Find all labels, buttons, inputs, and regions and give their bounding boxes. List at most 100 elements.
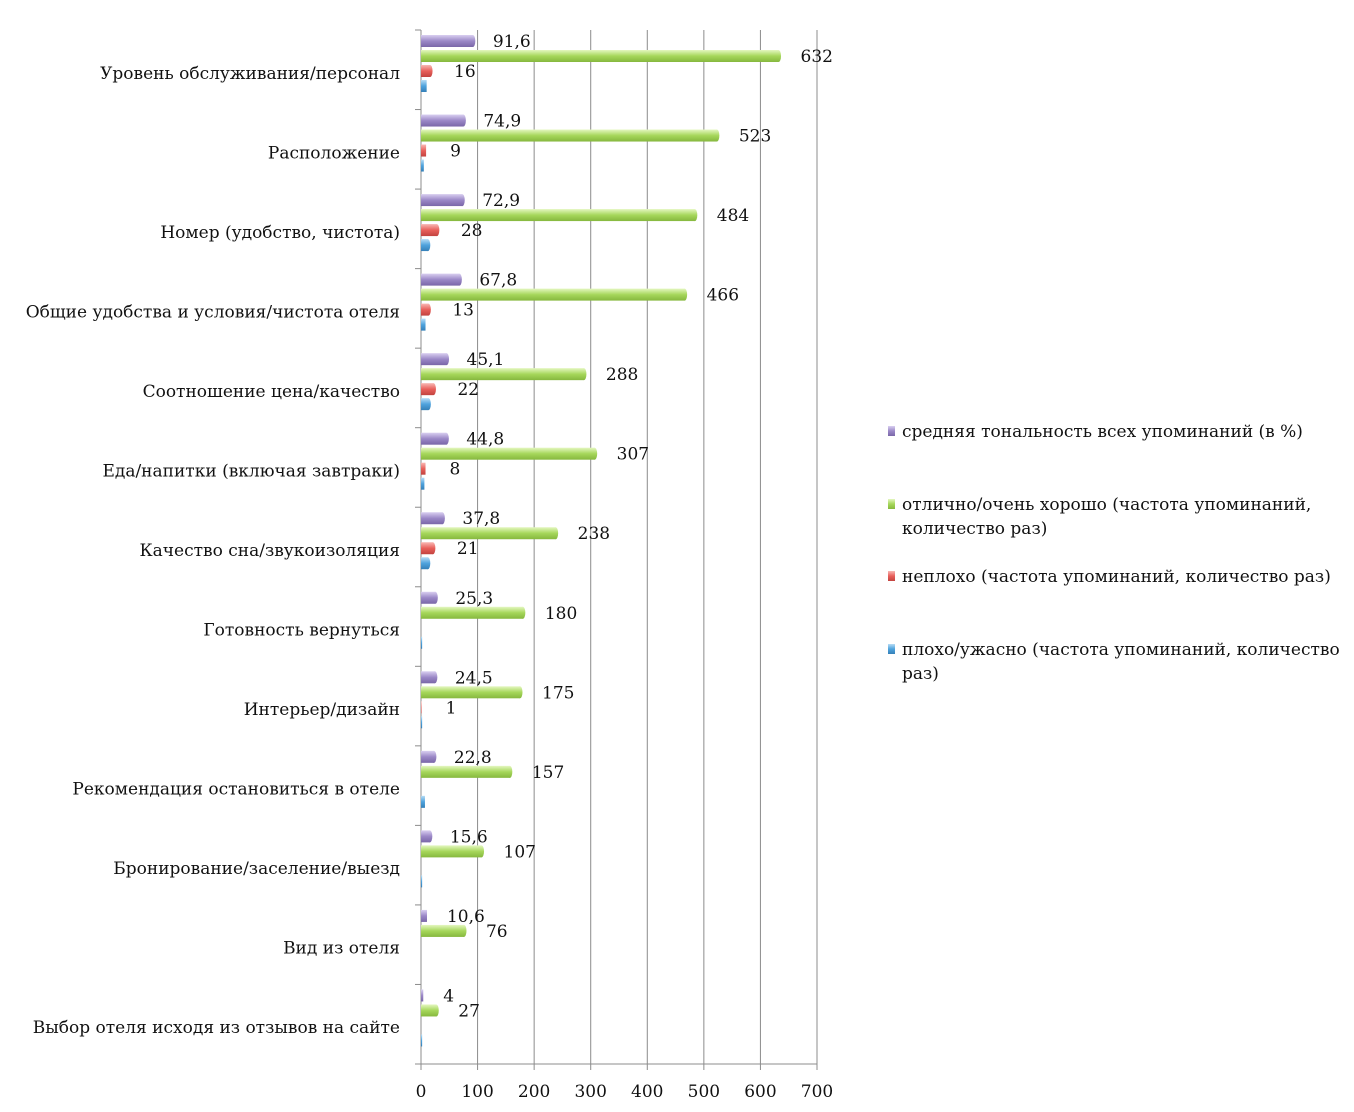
category-label: Качество сна/звукоизоляция bbox=[140, 541, 401, 561]
bar-series-2 bbox=[421, 686, 520, 699]
legend-label: средняя тональность всех упоминаний (в %… bbox=[902, 422, 1303, 442]
bar-cap bbox=[439, 512, 445, 525]
data-label: 45,1 bbox=[467, 350, 505, 370]
category-label: Вид из отеля bbox=[283, 939, 400, 959]
bar-series-4 bbox=[421, 875, 423, 888]
x-tick-label: 100 bbox=[461, 1082, 493, 1102]
bar-series-3 bbox=[421, 65, 431, 77]
bar-cap bbox=[430, 542, 436, 555]
category-labels: Уровень обслуживания/персонал Расположени… bbox=[26, 64, 400, 1038]
category-label: Готовность вернуться bbox=[203, 621, 400, 641]
bar-cap bbox=[432, 671, 438, 684]
bar-series-1 bbox=[421, 35, 473, 47]
bar-series-2 bbox=[421, 129, 717, 142]
bar-cap bbox=[430, 383, 436, 396]
bar-series-3 bbox=[421, 701, 422, 714]
bar-cap bbox=[434, 224, 440, 237]
data-label: 10,6 bbox=[447, 907, 485, 927]
bar-series-2 bbox=[421, 527, 556, 540]
bar-cap bbox=[776, 50, 782, 62]
bar-cap bbox=[461, 924, 467, 937]
bar-series-4 bbox=[421, 1034, 423, 1047]
data-label: 180 bbox=[545, 604, 577, 624]
bar-cap bbox=[433, 1004, 439, 1017]
data-label: 107 bbox=[504, 842, 536, 862]
bar-series-4 bbox=[421, 636, 423, 649]
bar-cap bbox=[714, 129, 720, 142]
bar-series-2 bbox=[421, 447, 595, 460]
bar-series-3 bbox=[421, 144, 427, 157]
bar-series-4 bbox=[421, 716, 423, 729]
bar-series-1 bbox=[421, 432, 447, 445]
bar-cap bbox=[427, 830, 433, 843]
data-label: 238 bbox=[578, 524, 610, 544]
data-label: 175 bbox=[542, 683, 574, 703]
bar-series-2 bbox=[421, 50, 779, 62]
data-label: 632 bbox=[801, 47, 833, 67]
x-tick-label: 0 bbox=[416, 1082, 427, 1102]
bar-series-1 bbox=[421, 353, 447, 366]
data-label: 21 bbox=[457, 539, 479, 559]
bar-series-1 bbox=[421, 591, 436, 604]
bar-series-1 bbox=[421, 909, 427, 922]
data-label: 28 bbox=[461, 221, 483, 241]
category-label: Номер (удобство, чистота) bbox=[160, 223, 400, 243]
bar-series-3 bbox=[421, 542, 433, 555]
data-label: 37,8 bbox=[462, 509, 500, 529]
legend-label: плохо/ужасно (частота упоминаний, количе… bbox=[902, 640, 1340, 684]
data-label: 67,8 bbox=[479, 271, 517, 291]
category-label: Уровень обслуживания/персонал bbox=[100, 64, 400, 84]
bar-cap bbox=[517, 686, 523, 699]
bar-series-4 bbox=[421, 398, 429, 411]
category-label: Соотношение цена/качество bbox=[143, 382, 400, 402]
data-label: 44,8 bbox=[466, 430, 504, 450]
bar-cap bbox=[470, 35, 476, 47]
data-label: 72,9 bbox=[482, 191, 520, 211]
category-label: Общие удобства и условия/чистота отеля bbox=[26, 302, 400, 322]
bar-series-4 bbox=[421, 80, 427, 92]
bar-series-2 bbox=[421, 924, 464, 937]
data-label: 4 bbox=[443, 986, 454, 1006]
data-label: 15,6 bbox=[450, 827, 488, 847]
legend-swatch bbox=[888, 499, 895, 509]
data-label: 466 bbox=[707, 286, 739, 306]
bar-cap bbox=[581, 368, 587, 381]
bar-series-3 bbox=[421, 224, 437, 237]
bar-cap bbox=[432, 591, 438, 604]
data-label: 27 bbox=[458, 1001, 480, 1021]
data-label: 74,9 bbox=[483, 112, 521, 132]
bar-cap bbox=[431, 750, 437, 763]
legend: средняя тональность всех упоминаний (в %… bbox=[888, 422, 1340, 684]
bar-series-3 bbox=[421, 303, 429, 316]
data-label: 13 bbox=[452, 301, 474, 321]
bar-cap bbox=[425, 557, 431, 570]
category-label: Рекомендация остановиться в отеле bbox=[72, 780, 400, 800]
bar-cap bbox=[460, 114, 466, 127]
category-label: Выбор отеля исходя из отзывов на сайте bbox=[33, 1018, 400, 1038]
bar-series-2 bbox=[421, 1004, 437, 1017]
bar-series-1 bbox=[421, 989, 424, 1002]
bar-cap bbox=[507, 765, 513, 778]
x-tick-label: 500 bbox=[688, 1082, 720, 1102]
data-label: 8 bbox=[450, 460, 461, 480]
legend-label: неплохо (частота упоминаний, количество … bbox=[902, 567, 1331, 587]
bar-series-1 bbox=[421, 750, 434, 763]
x-tick-label: 200 bbox=[518, 1082, 550, 1102]
bar-cap bbox=[443, 432, 449, 445]
x-tick-labels: 0 100 200 300 400 500 600 700 bbox=[416, 1082, 834, 1102]
legend-label: отлично/очень хорошо (частота упоминаний… bbox=[902, 495, 1311, 539]
data-label: 25,3 bbox=[455, 589, 493, 609]
data-label: 24,5 bbox=[455, 668, 493, 688]
category-label: Бронирование/заселение/выезд bbox=[113, 859, 400, 879]
data-label: 307 bbox=[617, 445, 649, 465]
bar-series-2 bbox=[421, 765, 510, 778]
bar-cap bbox=[592, 447, 598, 460]
bar-series-4 bbox=[421, 159, 424, 172]
category-label: Еда/напитки (включая завтраки) bbox=[102, 461, 400, 481]
bar-cap bbox=[692, 209, 698, 222]
bar-cap bbox=[425, 239, 431, 252]
bar-cap bbox=[425, 398, 431, 411]
data-labels: 91,6 74,9 72,9 67,8 45,1 44,8 37,8 25,3 24,5 22,8… bbox=[443, 32, 833, 1021]
legend-swatch bbox=[888, 426, 895, 436]
